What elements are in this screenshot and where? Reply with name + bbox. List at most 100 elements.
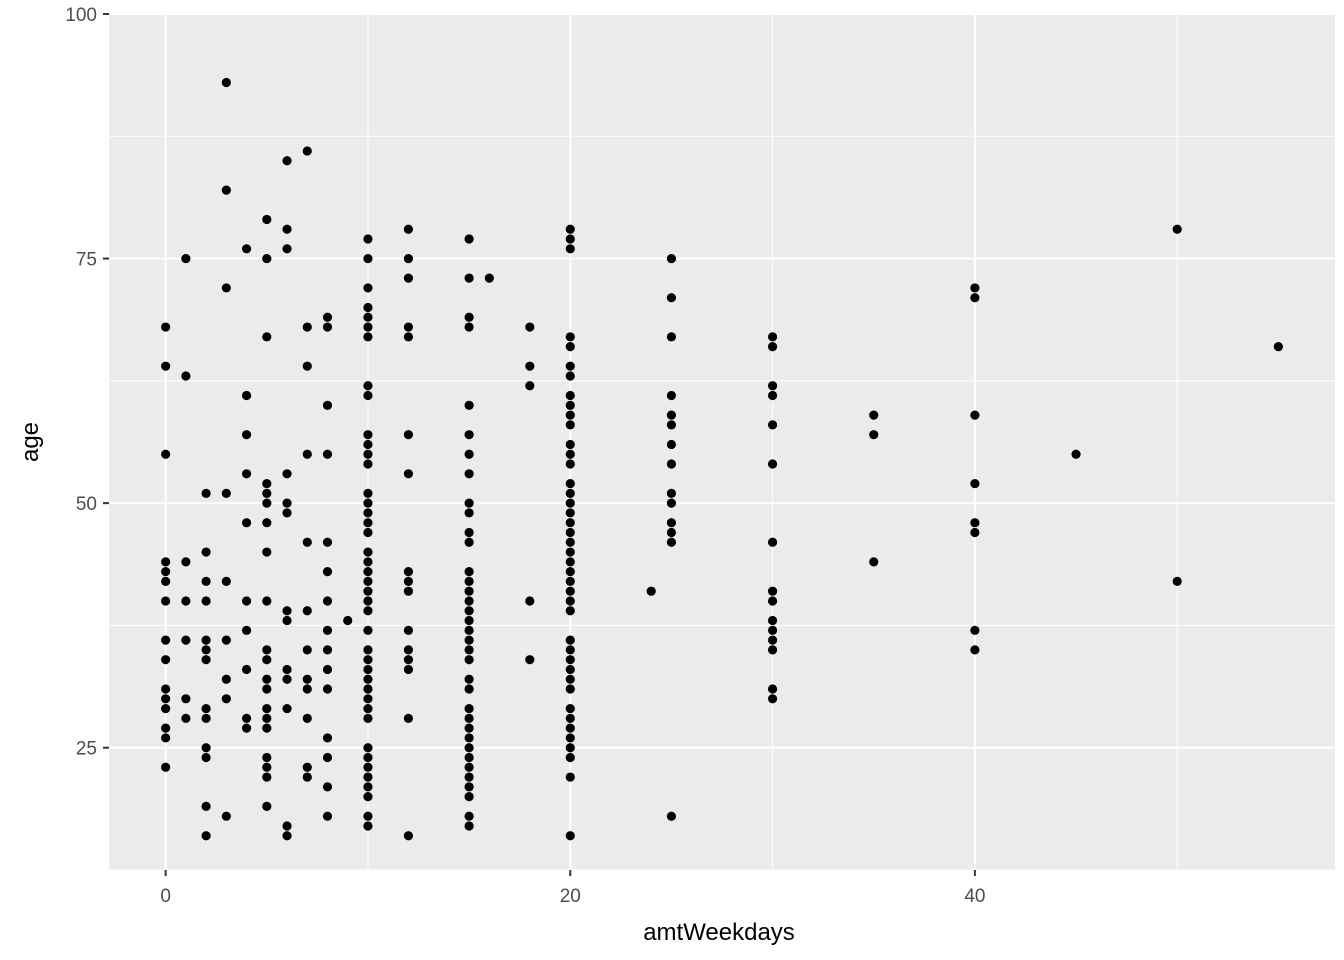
data-point (970, 293, 980, 303)
data-point (363, 449, 373, 459)
data-point (565, 733, 575, 743)
data-point (302, 762, 312, 772)
data-point (221, 635, 231, 645)
data-point (322, 625, 333, 635)
data-point (565, 361, 575, 371)
data-point (302, 146, 312, 156)
data-point (161, 684, 171, 694)
grid-lines (109, 13, 1335, 871)
data-point (464, 655, 474, 665)
data-point (464, 625, 474, 635)
data-point (565, 420, 575, 430)
data-point (363, 674, 373, 684)
data-point (403, 322, 414, 332)
data-point (363, 518, 373, 528)
data-point (403, 625, 414, 635)
data-point (282, 224, 292, 234)
data-point (322, 684, 333, 694)
data-point (221, 694, 231, 704)
data-point (262, 655, 272, 665)
data-point (464, 508, 474, 518)
data-point (666, 390, 677, 401)
data-point (646, 586, 656, 596)
data-point (464, 674, 474, 684)
data-point (161, 762, 171, 772)
data-point (262, 645, 272, 655)
data-point (464, 596, 474, 606)
x-tick-label: 20 (560, 886, 581, 907)
data-point (869, 557, 879, 567)
data-point (666, 811, 677, 821)
data-point (282, 469, 292, 479)
data-point (1273, 342, 1283, 352)
data-point (363, 508, 373, 518)
data-point (464, 576, 474, 587)
data-point (322, 811, 333, 821)
data-point (565, 713, 575, 723)
data-point (282, 508, 292, 518)
data-point (464, 273, 474, 283)
data-point (282, 821, 292, 831)
data-point (161, 361, 171, 371)
data-point (241, 625, 252, 635)
data-point (262, 214, 272, 225)
data-point (565, 772, 575, 782)
data-point (241, 713, 252, 723)
data-point (565, 508, 575, 518)
data-point (161, 596, 171, 606)
data-point (161, 576, 171, 587)
data-point (363, 625, 373, 635)
data-point (403, 224, 414, 234)
data-point (181, 253, 191, 264)
data-point (262, 498, 272, 508)
data-point (464, 811, 474, 821)
data-point (464, 527, 474, 538)
data-point (464, 821, 474, 831)
data-point (322, 567, 333, 577)
data-point (869, 430, 879, 440)
data-point (181, 596, 191, 606)
data-point (403, 273, 414, 283)
data-point (302, 606, 312, 616)
data-point (565, 400, 575, 410)
data-point (201, 596, 211, 606)
data-point (464, 322, 474, 332)
x-tick-label: 40 (964, 886, 985, 907)
data-point (201, 488, 211, 498)
data-point (565, 439, 575, 450)
data-point (464, 733, 474, 743)
data-point (221, 576, 231, 587)
data-point (363, 743, 373, 753)
data-point (363, 792, 373, 802)
data-point (970, 518, 980, 528)
data-point (262, 674, 272, 684)
data-point (363, 694, 373, 704)
data-point (161, 694, 171, 704)
data-point (970, 410, 980, 420)
data-point (161, 557, 171, 567)
data-point (363, 390, 373, 401)
data-point (322, 752, 333, 763)
data-point (970, 625, 980, 635)
data-point (565, 224, 575, 234)
data-point (201, 655, 211, 665)
data-point (464, 606, 474, 616)
data-point (666, 459, 677, 469)
data-point (201, 547, 211, 557)
data-point (565, 655, 575, 665)
data-point (970, 527, 980, 538)
y-tick-label: 100 (65, 5, 97, 26)
data-point (464, 752, 474, 763)
data-point (241, 664, 252, 675)
data-point (322, 782, 333, 792)
data-point (666, 410, 677, 420)
data-point (565, 557, 575, 567)
data-point (464, 567, 474, 577)
data-point (302, 645, 312, 655)
data-point (767, 332, 778, 342)
data-point (363, 459, 373, 469)
data-point (666, 332, 677, 342)
data-point (767, 684, 778, 694)
data-point (322, 449, 333, 459)
